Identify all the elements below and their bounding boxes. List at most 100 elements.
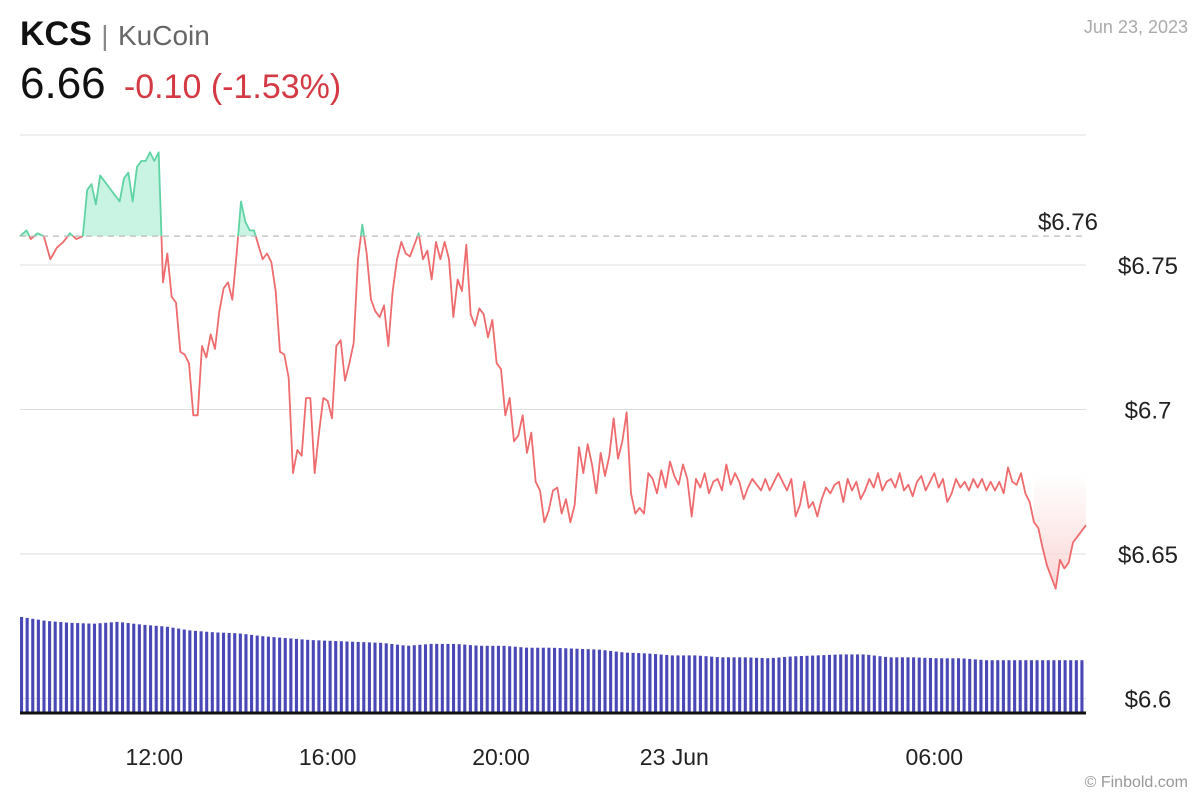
price-change-value: -0.10 [123,68,202,106]
volume-bar [541,647,545,713]
volume-bar [928,658,932,713]
volume-bar [216,632,220,713]
title-separator: | [101,20,109,51]
volume-bar [861,654,865,713]
volume-bar [575,648,579,713]
volume-bar [289,638,293,713]
volume-bar [850,654,854,713]
volume-bar [1018,660,1022,713]
volume-bar [328,640,332,713]
volume-bar [367,642,371,713]
volume-bar [502,645,506,713]
volume-bar [20,617,24,713]
volume-bar [805,655,809,713]
volume-bar [1007,660,1011,713]
price-line-down [28,235,35,240]
x-tick-label: 23 Jun [640,744,709,770]
volume-bar [726,657,731,713]
volume-bar [923,657,927,713]
volume-bar [940,658,944,713]
volume-bar [25,617,29,713]
exchange-name: KuCoin [117,20,210,51]
ticker-symbol: KCS [20,15,92,53]
volume-bar [160,626,164,713]
volume-bar [996,660,1000,713]
volume-bar [334,641,338,713]
volume-bar [648,653,652,713]
volume-bar [31,618,35,713]
volume-bar [109,622,113,713]
volume-bar [429,643,433,713]
volume-bar [827,654,832,713]
volume-bar [738,657,742,713]
volume-bar [1001,660,1005,713]
x-tick-label: 06:00 [906,744,964,770]
volume-bar [979,659,983,713]
volume-bar [42,620,46,713]
volume-bar [754,657,759,713]
price-change: -0.10 (-1.53%) [124,68,341,106]
volume-bar [356,641,360,713]
volume-bar [917,657,921,713]
volume-bar [586,649,590,713]
price-line-down [160,236,240,417]
volume-bar [272,637,276,713]
volume-bar [205,631,209,713]
x-tick-label: 20:00 [472,744,530,770]
volume-bar [474,645,478,713]
y-tick-label: $6.6 [1125,687,1172,714]
volume-bar [951,658,955,713]
volume-bar [715,657,719,713]
volume-bar [104,622,108,713]
volume-bar [250,634,254,713]
volume-bar [199,631,203,713]
volume-bar [1024,660,1028,713]
volume-bar [76,623,80,713]
price-line-up [81,151,163,237]
volume-bar [457,644,461,713]
volume-bar [676,655,680,713]
y-tick-label: $6.75 [1118,253,1178,280]
volume-bar [317,640,321,713]
volume-bar [339,641,343,713]
area-fills [20,152,1086,589]
volume-bar [704,656,708,713]
volume-bar [906,657,910,713]
volume-bar [878,656,882,713]
volume-bar [1029,660,1033,713]
volume-bar [64,622,68,713]
volume-bar [306,639,310,713]
volume-bar [452,643,456,713]
volume-bar [373,642,377,713]
price-change-percent: (-1.53%) [210,68,342,106]
volume-bar [732,657,736,713]
volume-bar [653,654,658,713]
volume-bar [137,624,141,713]
volume-bar [603,650,607,713]
y-axis-labels: $6.75 $6.7 $6.65 $6.6 [1118,253,1178,714]
volume-bar [710,656,714,713]
volume-bar [569,648,573,713]
price-line: 6.66 -0.10 (-1.53%) [20,58,341,113]
up-area-fill [82,152,162,237]
volume-bar [698,655,702,713]
x-tick-label: 12:00 [126,744,184,770]
volume-bar [395,644,399,713]
volume-bar [1080,660,1084,713]
volume-bar [48,621,52,713]
volume-bar [553,647,557,713]
volume-bar [990,660,994,713]
chart-date: Jun 23, 2023 [1083,17,1188,37]
volume-bar [266,636,270,713]
volume-bar [485,645,489,713]
x-axis-labels: 12:00 16:00 20:00 23 Jun 06:00 [126,744,964,770]
volume-bar [524,647,529,713]
volume-bar [682,655,686,713]
down-area-fill [1034,473,1086,589]
volume-bar [811,655,815,713]
volume-bar [423,644,428,713]
volume-bar [1052,660,1056,713]
volume-bar [547,647,551,713]
volume-bar [530,647,534,713]
volume-bar [283,638,287,713]
